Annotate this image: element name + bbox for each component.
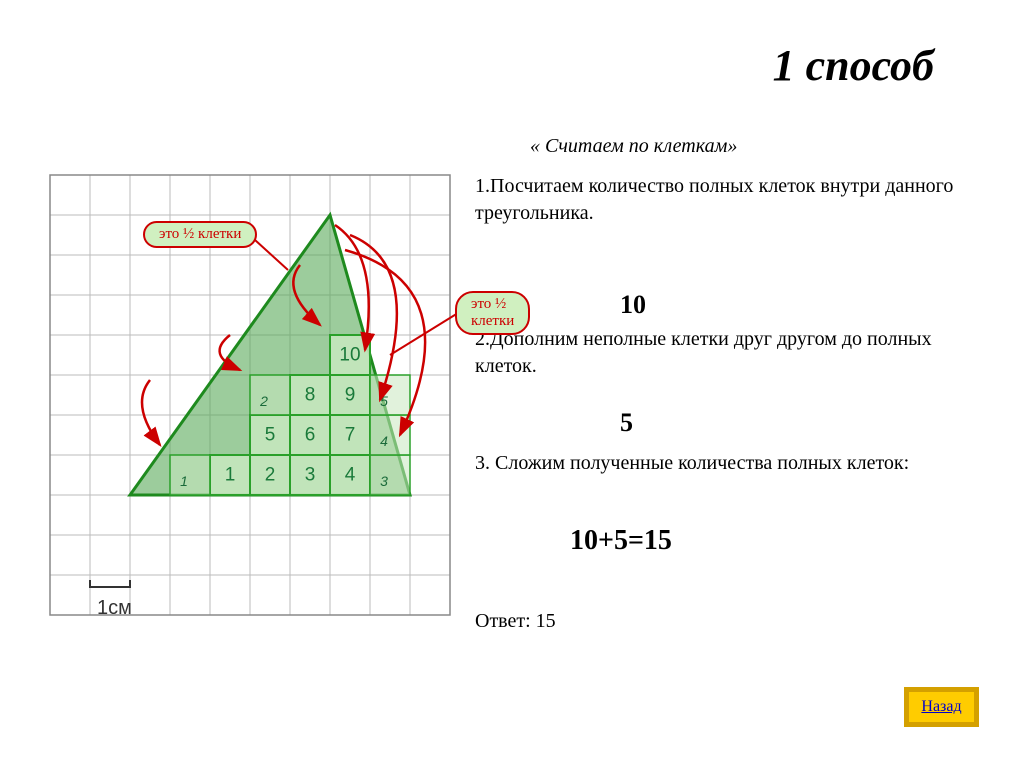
svg-text:4: 4 xyxy=(345,465,356,486)
svg-text:10: 10 xyxy=(339,345,360,366)
step-2-text: 2.Дополним неполные клетки друг другом д… xyxy=(475,326,995,380)
svg-text:2: 2 xyxy=(265,465,276,486)
value-10: 10 xyxy=(620,290,646,320)
svg-text:3: 3 xyxy=(380,473,388,489)
step-3-text: 3. Сложим полученные количества полных к… xyxy=(475,450,995,477)
svg-text:4: 4 xyxy=(380,433,388,449)
answer-text: Ответ: 15 xyxy=(475,610,556,633)
page-title: 1 способ xyxy=(773,40,934,91)
svg-text:8: 8 xyxy=(305,385,316,406)
sum-result: 10+5=15 xyxy=(570,525,672,557)
svg-text:7: 7 xyxy=(345,425,356,446)
triangle-diagram: 12345678910 12345 это ½ клетки это ½ кле… xyxy=(30,155,470,635)
value-5: 5 xyxy=(620,408,633,438)
svg-text:1: 1 xyxy=(225,465,236,486)
svg-text:1: 1 xyxy=(180,473,188,489)
svg-text:3: 3 xyxy=(305,465,316,486)
svg-text:6: 6 xyxy=(305,425,316,446)
back-button[interactable]: Назад xyxy=(904,687,979,727)
step-1-text: 1.Посчитаем количество полных клеток вну… xyxy=(475,173,995,227)
svg-text:5: 5 xyxy=(265,425,276,446)
subtitle: « Считаем по клеткам» xyxy=(530,135,737,158)
scale-label: 1см xyxy=(97,597,132,620)
half-cell-callout-right: это ½ клетки xyxy=(455,291,530,335)
half-cell-callout-left: это ½ клетки xyxy=(143,221,257,248)
svg-text:9: 9 xyxy=(345,385,356,406)
svg-text:2: 2 xyxy=(259,393,268,409)
